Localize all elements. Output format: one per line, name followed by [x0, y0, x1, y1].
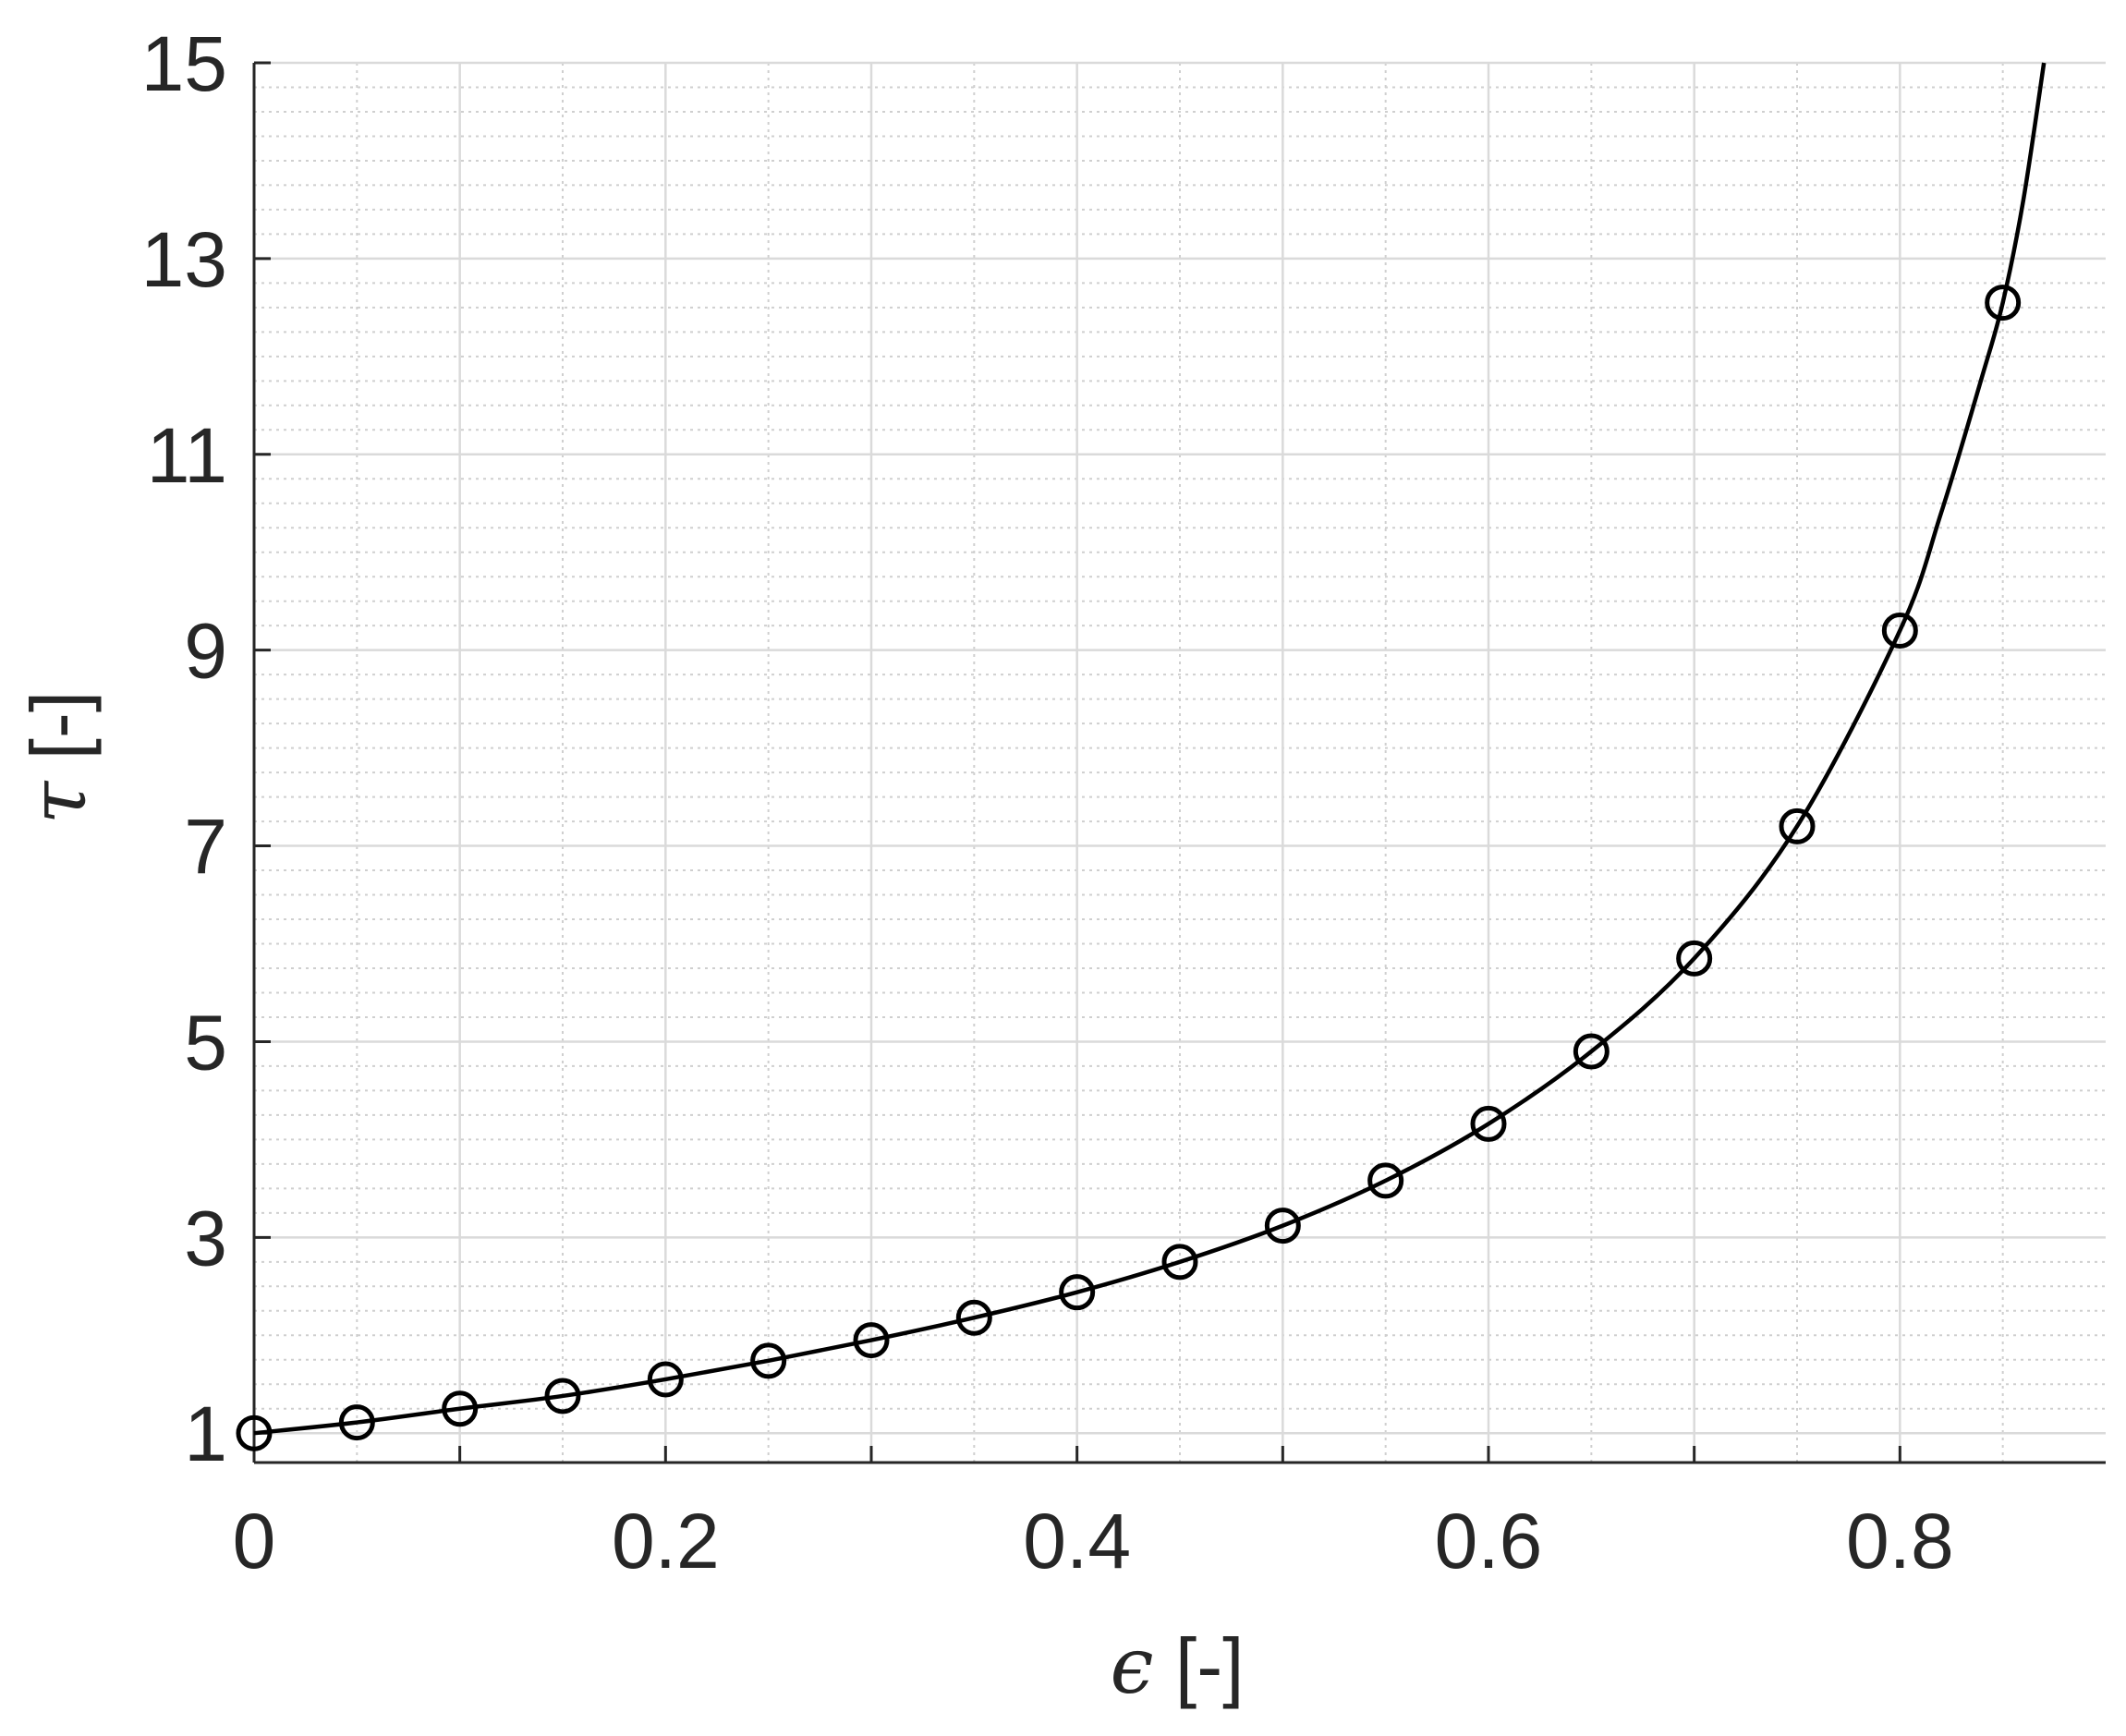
x-tick-label: 0.8 [1846, 1498, 1954, 1584]
x-axis-symbol: ϵ [1110, 1621, 1153, 1711]
y-tick-label: 1 [184, 1390, 227, 1477]
data-point-marker [1367, 1162, 1404, 1199]
y-tick-label: 7 [184, 804, 227, 891]
x-tick-label: 0.4 [1023, 1498, 1131, 1584]
y-tick-label: 3 [184, 1195, 227, 1281]
data-point-marker [1779, 807, 1816, 844]
y-tick-label: 15 [141, 20, 227, 107]
data-point-marker [955, 1299, 992, 1336]
axes-box [252, 63, 2106, 1464]
x-axis-label: ϵ [-] [1110, 1621, 1244, 1711]
y-axis-label: τ [-] [13, 691, 103, 824]
data-point-marker [544, 1378, 581, 1414]
y-axis-symbol: τ [13, 780, 103, 824]
data-point-marker [338, 1404, 375, 1441]
data-point-marker [1881, 612, 1918, 649]
x-tick-label: 0.6 [1435, 1498, 1543, 1584]
major-grid [254, 61, 2106, 1463]
data-point-marker [442, 1390, 479, 1427]
data-point-marker [1264, 1208, 1301, 1244]
data-point-marker [853, 1322, 890, 1359]
series-layer [236, 62, 2047, 1451]
x-tick-label: 0.2 [612, 1498, 720, 1584]
y-axis-unit: [-] [15, 691, 102, 782]
y-tick-label: 5 [184, 999, 227, 1086]
minor-grid [254, 63, 2106, 1463]
data-point-marker [750, 1342, 787, 1379]
y-tick-label: 9 [184, 608, 227, 695]
data-point-marker [1161, 1244, 1198, 1281]
series-line [253, 62, 2047, 1436]
x-axis-unit: [-] [1154, 1622, 1245, 1709]
ticks [254, 61, 1901, 1463]
data-point-marker [1573, 1033, 1610, 1070]
y-tick-label: 11 [147, 412, 227, 499]
x-tick-label: 0 [233, 1498, 276, 1584]
data-point-marker [1676, 940, 1713, 977]
data-point-marker [236, 1414, 273, 1451]
data-point-marker [1470, 1105, 1507, 1142]
x-tick-labels: 0 0.2 0.4 0.6 0.8 [233, 1498, 1954, 1584]
y-tick-label: 13 [141, 216, 227, 303]
data-point-marker [1985, 285, 2022, 322]
data-point-marker [647, 1361, 684, 1398]
data-point-marker [1059, 1274, 1096, 1311]
